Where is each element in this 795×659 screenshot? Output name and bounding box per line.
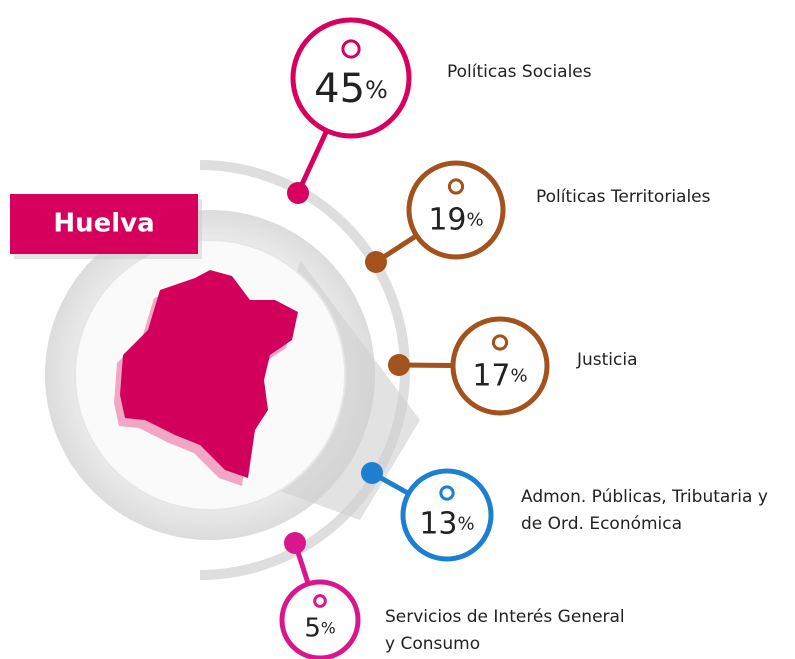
connector — [295, 129, 329, 195]
item-label: Admon. Públicas, Tributaria y — [521, 487, 768, 507]
item-label: Políticas Sociales — [447, 62, 592, 82]
dot — [361, 462, 383, 484]
icon — [491, 334, 509, 351]
unit: % — [511, 365, 528, 386]
map — [120, 270, 298, 478]
dot — [287, 182, 309, 204]
unit: % — [365, 76, 388, 104]
value: 5 — [304, 613, 321, 643]
item-label: y Consumo — [385, 634, 480, 654]
value: 45 — [314, 66, 365, 112]
item-label: de Ord. Económica — [521, 514, 682, 534]
dot — [388, 354, 410, 376]
unit: % — [321, 619, 336, 637]
percent: 13% — [419, 506, 474, 541]
value: 19 — [428, 202, 466, 237]
percent: 19% — [428, 202, 483, 237]
dot — [284, 532, 306, 554]
badge — [290, 17, 412, 139]
badge — [400, 468, 494, 562]
value: 13 — [419, 506, 457, 541]
value: 17 — [472, 358, 510, 393]
percent: 17% — [472, 358, 527, 393]
badge — [279, 579, 361, 659]
title: Huelva — [53, 209, 154, 239]
item-label: Servicios de Interés General — [385, 607, 625, 627]
icon — [313, 594, 327, 608]
unit: % — [458, 514, 475, 535]
dot — [365, 251, 387, 273]
unit: % — [467, 209, 484, 230]
percent: 45% — [314, 66, 388, 112]
title-box — [10, 194, 198, 254]
percent: 5% — [304, 613, 335, 643]
item-label: Políticas Territoriales — [536, 187, 711, 207]
icon — [439, 485, 455, 501]
badge — [450, 316, 550, 416]
icon — [447, 178, 465, 195]
icon — [341, 39, 361, 59]
item-label: Justicia — [576, 350, 638, 370]
badge — [406, 160, 506, 260]
